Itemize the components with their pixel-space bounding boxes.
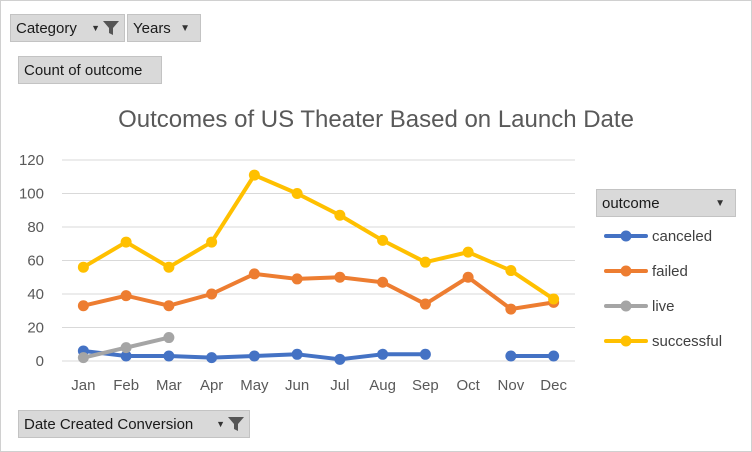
value-field-label: Count of outcome (24, 61, 143, 79)
x-tick-label: Mar (156, 377, 182, 394)
y-tick-label: 0 (36, 353, 44, 370)
data-point-canceled (120, 350, 132, 362)
y-tick-label: 120 (19, 152, 44, 169)
data-point-successful (120, 236, 132, 248)
chevron-down-icon: ▼ (180, 22, 190, 34)
data-point-failed (77, 300, 89, 312)
series-line-successful (81, 173, 556, 302)
category-filter-button[interactable]: Category ▼ (10, 14, 125, 42)
years-filter-label: Years (133, 19, 171, 37)
x-tick-label: Apr (200, 377, 223, 394)
x-tick-label: Dec (540, 377, 567, 394)
x-tick-label: Feb (113, 377, 139, 394)
chevron-down-icon: ▼ (91, 23, 100, 33)
data-point-live (163, 332, 175, 344)
y-tick-label: 100 (19, 186, 44, 203)
axis-field-button[interactable]: Date Created Conversion ▼ (18, 410, 250, 438)
data-point-failed (120, 290, 132, 302)
data-point-successful (77, 261, 89, 273)
data-point-successful (291, 188, 303, 199)
data-point-canceled (548, 350, 560, 362)
data-point-canceled (377, 348, 389, 360)
y-tick-label: 40 (27, 286, 44, 303)
funnel-filter-icon (103, 21, 119, 35)
data-point-successful (462, 246, 474, 258)
x-tick-label: Jun (285, 377, 309, 394)
x-tick-label: Oct (456, 377, 480, 394)
axis-field-label: Date Created Conversion (24, 415, 194, 433)
data-point-failed (291, 273, 303, 285)
data-point-canceled (505, 350, 517, 362)
legend-marker-icon (604, 230, 648, 242)
data-point-canceled (419, 348, 431, 360)
legend-field-label: outcome (602, 194, 660, 212)
y-tick-label: 60 (27, 253, 44, 270)
data-point-successful (505, 265, 517, 277)
data-point-live (77, 352, 89, 364)
data-point-failed (377, 276, 389, 288)
data-point-successful (163, 261, 175, 273)
legend-item-successful[interactable]: successful (604, 331, 722, 351)
legend-item-failed[interactable]: failed (604, 261, 688, 281)
data-point-failed (334, 271, 346, 283)
series-line-failed (81, 271, 556, 312)
x-tick-label: Jan (71, 377, 95, 394)
data-point-canceled (334, 353, 346, 365)
years-filter-button[interactable]: Years ▼ (127, 14, 201, 42)
chevron-down-icon: ▼ (216, 419, 225, 429)
y-tick-label: 20 (27, 320, 44, 337)
legend-field-button[interactable]: outcome ▼ (596, 189, 736, 217)
data-point-successful (377, 234, 389, 246)
data-point-successful (248, 169, 260, 181)
x-tick-label: Aug (369, 377, 396, 394)
data-point-canceled (163, 350, 175, 362)
x-tick-label: May (240, 377, 269, 394)
legend-item-live[interactable]: live (604, 296, 675, 316)
data-point-failed (206, 288, 218, 300)
data-point-failed (462, 271, 474, 283)
data-point-failed (163, 300, 175, 312)
x-tick-label: Jul (330, 377, 349, 394)
data-point-live (120, 342, 132, 354)
category-filter-label: Category (16, 19, 77, 37)
legend-item-label: successful (652, 332, 723, 350)
legend-item-label: failed (652, 262, 688, 280)
x-tick-label: Nov (498, 377, 525, 394)
data-point-failed (419, 298, 431, 310)
data-point-successful (419, 256, 431, 268)
legend-item-canceled[interactable]: canceled (604, 226, 712, 246)
data-point-canceled (291, 348, 303, 360)
data-point-failed (505, 303, 517, 315)
data-point-successful (206, 236, 218, 248)
value-field-button[interactable]: Count of outcome (18, 56, 162, 84)
y-tick-label: 80 (27, 219, 44, 236)
legend-marker-icon (604, 265, 648, 277)
data-point-canceled (248, 350, 260, 362)
chevron-down-icon: ▼ (715, 197, 725, 209)
data-point-successful (548, 293, 560, 305)
data-point-canceled (206, 352, 218, 364)
x-tick-label: Sep (412, 377, 439, 394)
data-point-failed (248, 268, 260, 280)
legend-marker-icon (604, 300, 648, 312)
data-point-successful (334, 209, 346, 221)
legend-marker-icon (604, 335, 648, 347)
legend-item-label: canceled (652, 227, 713, 245)
chart-title: Outcomes of US Theater Based on Launch D… (118, 106, 634, 133)
legend-item-label: live (652, 297, 675, 315)
funnel-filter-icon (228, 417, 244, 431)
